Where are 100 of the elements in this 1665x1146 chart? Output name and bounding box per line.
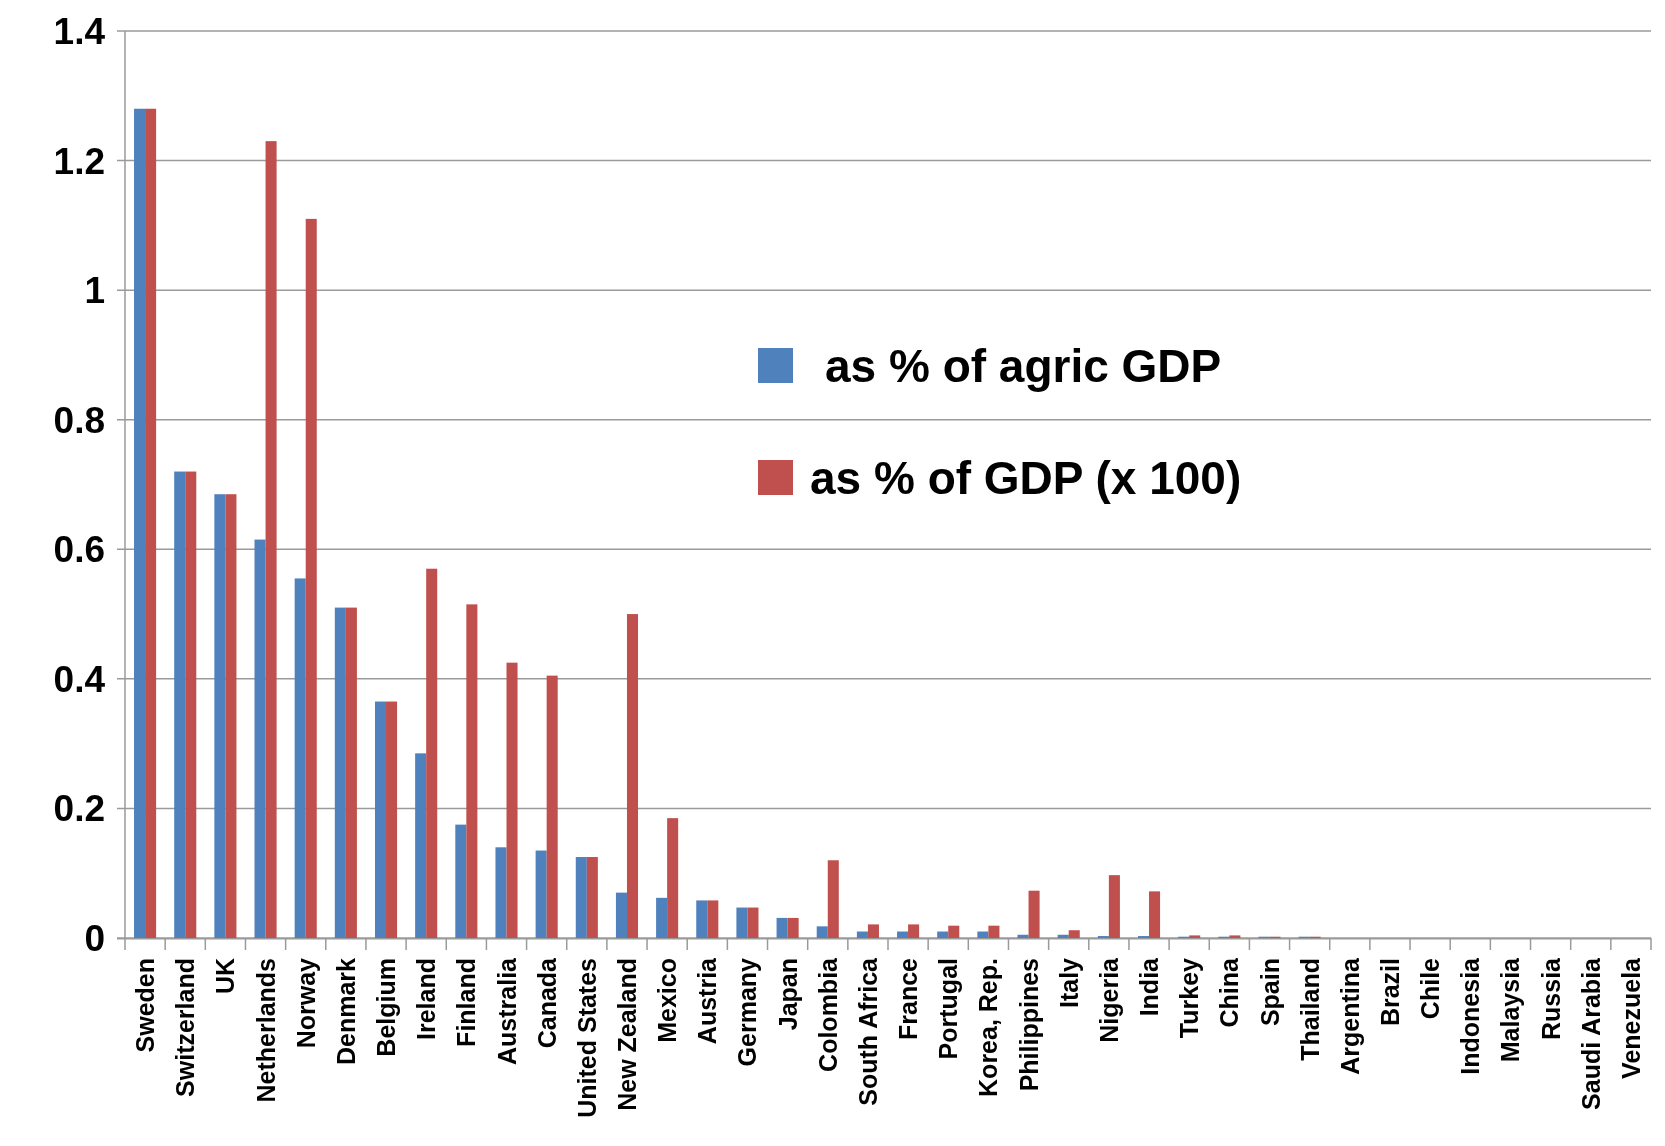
bar bbox=[506, 662, 518, 938]
x-tick-label: France bbox=[894, 957, 923, 1040]
bar bbox=[1149, 891, 1161, 938]
bar bbox=[667, 818, 679, 938]
bar bbox=[174, 471, 186, 938]
y-tick-label: 1.4 bbox=[53, 10, 106, 52]
y-tick-label: 0.4 bbox=[53, 658, 106, 700]
x-tick-label: Nigeria bbox=[1094, 956, 1123, 1043]
bar bbox=[908, 924, 920, 938]
bar bbox=[1189, 935, 1201, 938]
bar bbox=[426, 568, 438, 938]
bar bbox=[1108, 875, 1120, 938]
bar bbox=[656, 897, 668, 938]
legend-label: as % of agric GDP bbox=[825, 340, 1222, 393]
bar bbox=[787, 917, 799, 938]
x-tick-label: Brazil bbox=[1375, 958, 1404, 1027]
y-tick-label: 0 bbox=[84, 917, 105, 959]
x-tick-label: Argentina bbox=[1335, 956, 1364, 1075]
bar bbox=[747, 907, 759, 938]
bar bbox=[345, 607, 357, 938]
bar bbox=[1017, 934, 1029, 938]
bar bbox=[185, 471, 197, 938]
bar bbox=[707, 900, 719, 938]
bar bbox=[535, 850, 547, 938]
bar bbox=[1028, 890, 1040, 938]
bar bbox=[948, 925, 960, 938]
bar bbox=[1057, 934, 1069, 938]
x-tick-label: Netherlands bbox=[251, 958, 280, 1103]
bar bbox=[1068, 930, 1080, 938]
x-tick-label: Canada bbox=[532, 956, 561, 1049]
bar bbox=[334, 607, 346, 938]
bar bbox=[546, 675, 558, 938]
bar bbox=[696, 900, 708, 938]
x-tick-label: Chile bbox=[1416, 957, 1445, 1020]
bar bbox=[615, 892, 627, 938]
bar bbox=[265, 141, 277, 938]
bar bbox=[455, 824, 467, 938]
x-tick-label: Finland bbox=[452, 958, 481, 1047]
x-tick-label: Saudi Arabia bbox=[1576, 956, 1605, 1110]
x-tick-label: UK bbox=[211, 958, 240, 995]
y-tick-label: 1 bbox=[84, 270, 105, 312]
bar bbox=[225, 494, 237, 938]
bar bbox=[415, 753, 427, 938]
bar bbox=[897, 931, 909, 938]
bar bbox=[586, 857, 598, 938]
bar bbox=[145, 108, 157, 938]
bar bbox=[466, 604, 478, 938]
bar bbox=[294, 578, 306, 938]
bar bbox=[867, 924, 879, 938]
x-tick-label: China bbox=[1215, 956, 1244, 1028]
x-tick-label: Denmark bbox=[331, 957, 360, 1065]
x-tick-label: Thailand bbox=[1295, 958, 1324, 1061]
x-tick-label: Italy bbox=[1054, 957, 1083, 1009]
bar bbox=[736, 907, 748, 938]
x-tick-label: New Zealand bbox=[612, 958, 641, 1111]
x-tick-label: Sweden bbox=[131, 958, 160, 1053]
bar bbox=[134, 108, 146, 938]
x-tick-label: Australia bbox=[492, 956, 521, 1065]
x-tick-label: Portugal bbox=[934, 958, 963, 1060]
x-tick-label: Ireland bbox=[412, 958, 441, 1040]
bar bbox=[254, 539, 266, 938]
x-tick-label: Germany bbox=[733, 957, 762, 1067]
bar bbox=[386, 701, 398, 938]
x-tick-label: South Africa bbox=[853, 956, 882, 1106]
x-tick-label: Malaysia bbox=[1496, 956, 1525, 1063]
bar bbox=[816, 926, 828, 938]
bar bbox=[1229, 935, 1241, 938]
x-tick-label: Philippines bbox=[1014, 958, 1043, 1092]
y-tick-label: 1.2 bbox=[53, 140, 105, 182]
bar bbox=[827, 860, 839, 938]
x-tick-label: India bbox=[1135, 956, 1164, 1017]
bar bbox=[305, 218, 317, 938]
bar bbox=[575, 857, 587, 938]
x-tick-label: Japan bbox=[773, 958, 802, 1031]
x-tick-label: Switzerland bbox=[171, 958, 200, 1097]
bar bbox=[495, 847, 507, 938]
y-tick-label: 0.8 bbox=[53, 399, 105, 441]
bar bbox=[977, 931, 989, 938]
x-tick-label: Indonesia bbox=[1456, 956, 1485, 1075]
x-tick-label: Venezuela bbox=[1616, 956, 1645, 1079]
bar bbox=[626, 614, 639, 938]
x-tick-label: United States bbox=[572, 958, 601, 1118]
x-tick-label: Korea, Rep. bbox=[974, 958, 1003, 1097]
x-tick-label: Austria bbox=[693, 956, 722, 1045]
x-tick-label: Mexico bbox=[653, 958, 682, 1043]
x-tick-label: Russia bbox=[1536, 956, 1565, 1040]
bar bbox=[374, 701, 387, 938]
x-tick-label: Belgium bbox=[372, 958, 401, 1057]
x-tick-label: Colombia bbox=[813, 956, 842, 1072]
bar bbox=[988, 925, 1000, 938]
y-tick-label: 0.2 bbox=[53, 788, 105, 830]
x-tick-label: Turkey bbox=[1175, 957, 1204, 1039]
x-tick-label: Spain bbox=[1255, 958, 1284, 1027]
bar bbox=[937, 931, 949, 938]
bar bbox=[856, 931, 868, 938]
y-tick-label: 0.6 bbox=[53, 529, 105, 571]
x-tick-label: Norway bbox=[291, 957, 320, 1049]
legend-label: as % of GDP (x 100) bbox=[810, 452, 1242, 505]
bar bbox=[776, 917, 788, 938]
bar bbox=[214, 494, 226, 938]
